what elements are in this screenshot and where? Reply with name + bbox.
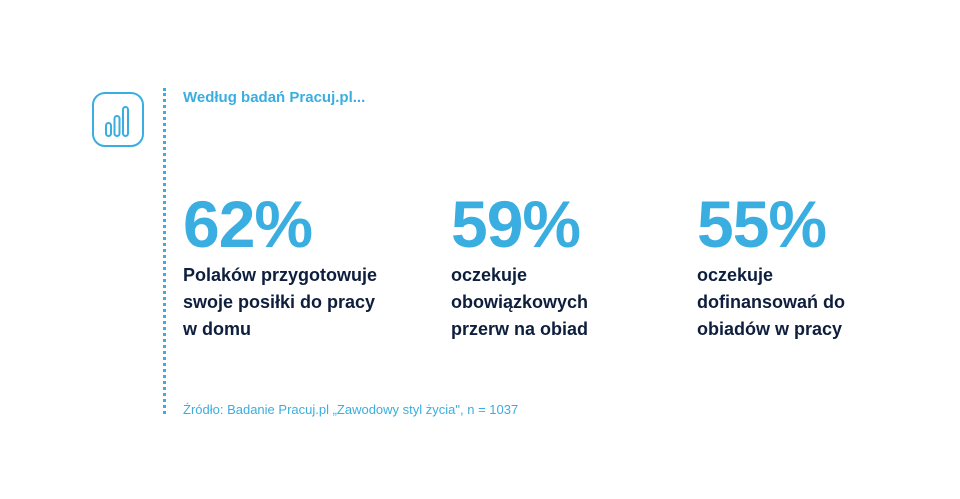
stat-description-line: przerw na obiad	[451, 319, 589, 339]
stat-description-line: obiadów w pracy	[697, 319, 843, 339]
stat-block-1: 62% Polaków przygotowuje swoje posiłki d…	[183, 188, 423, 343]
stat-description-line: w domu	[183, 319, 251, 339]
stat-description: oczekuje dofinansowań do obiadów w pracy	[697, 262, 937, 343]
stat-description-line: swoje posiłki do pracy	[183, 292, 376, 312]
headline: Według badań Pracuj.pl...	[183, 89, 366, 106]
stat-description-line: Polaków przygotowuje	[183, 265, 378, 285]
stat-description-line: oczekuje	[697, 265, 774, 285]
stat-block-3: 55% oczekuje dofinansowań do obiadów w p…	[697, 188, 937, 343]
stat-value: 62%	[183, 187, 313, 261]
stat-description-line: obowiązkowych	[451, 292, 589, 312]
dotted-divider	[163, 88, 166, 414]
stat-description-line: oczekuje	[451, 265, 528, 285]
stat-value: 55%	[697, 187, 827, 261]
stat-description: Polaków przygotowuje swoje posiłki do pr…	[183, 262, 423, 343]
stat-description: oczekuje obowiązkowych przerw na obiad	[451, 262, 691, 343]
stat-description-line: dofinansowań do	[697, 292, 845, 312]
source-note: Źródło: Badanie Pracuj.pl „Zawodowy styl…	[183, 402, 519, 417]
bar-chart-icon	[92, 92, 144, 147]
stat-value: 59%	[451, 187, 581, 261]
stat-block-2: 59% oczekuje obowiązkowych przerw na obi…	[451, 188, 691, 343]
